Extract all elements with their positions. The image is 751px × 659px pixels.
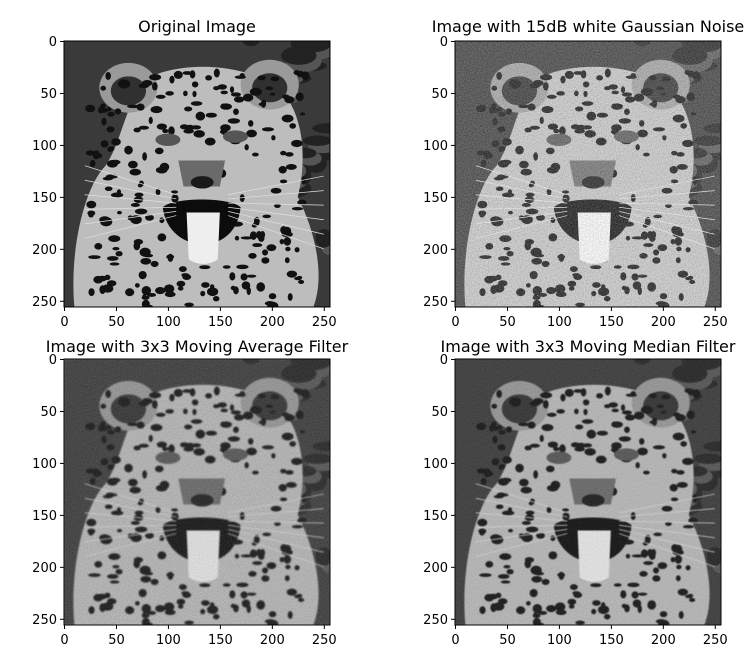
y-tick-label: 250	[32, 295, 57, 310]
y-tick-label: 50	[40, 87, 57, 102]
x-tick-label: 0	[60, 315, 68, 330]
y-tick-label: 250	[423, 613, 448, 628]
axes-frame	[454, 40, 722, 308]
x-tick-label: 200	[260, 633, 285, 648]
panel-title: Image with 3x3 Moving Median Filter	[441, 337, 736, 356]
y-tick-label: 0	[440, 353, 448, 368]
y-tick-label: 50	[431, 87, 448, 102]
y-tick-label: 200	[423, 243, 448, 258]
y-tick-label: 150	[423, 509, 448, 524]
y-tick-label: 150	[32, 191, 57, 206]
y-tick-label: 0	[440, 35, 448, 50]
image-panel	[64, 41, 330, 307]
axes-frame	[454, 358, 722, 626]
y-tick-label: 150	[32, 509, 57, 524]
y-tick-label: 200	[32, 243, 57, 258]
x-tick-label: 150	[208, 315, 233, 330]
x-tick-label: 50	[108, 633, 125, 648]
x-tick-label: 50	[499, 633, 516, 648]
y-tick-label: 0	[49, 353, 57, 368]
y-tick-label: 200	[32, 561, 57, 576]
x-tick-label: 200	[260, 315, 285, 330]
x-tick-label: 150	[599, 315, 624, 330]
y-tick-label: 0	[49, 35, 57, 50]
image-panel	[455, 41, 721, 307]
x-tick-label: 250	[312, 315, 337, 330]
y-tick-label: 50	[431, 405, 448, 420]
panel-title: Original Image	[138, 17, 256, 36]
panel-title: Image with 15dB white Gaussian Noise	[432, 17, 745, 36]
image-panel	[64, 359, 330, 625]
x-tick-label: 250	[312, 633, 337, 648]
x-tick-label: 100	[156, 633, 181, 648]
x-tick-label: 150	[599, 633, 624, 648]
y-tick-label: 50	[40, 405, 57, 420]
y-tick-label: 250	[423, 295, 448, 310]
panel-title: Image with 3x3 Moving Average Filter	[46, 337, 349, 356]
y-tick-label: 200	[423, 561, 448, 576]
image-panel	[455, 359, 721, 625]
axes-frame	[63, 40, 331, 308]
x-tick-label: 150	[208, 633, 233, 648]
x-tick-label: 250	[703, 315, 728, 330]
y-tick-label: 100	[32, 457, 57, 472]
x-tick-label: 100	[547, 315, 572, 330]
y-tick-label: 100	[423, 457, 448, 472]
x-tick-label: 200	[651, 633, 676, 648]
x-tick-label: 200	[651, 315, 676, 330]
x-tick-label: 0	[451, 315, 459, 330]
axes-frame	[63, 358, 331, 626]
x-tick-label: 100	[547, 633, 572, 648]
x-tick-label: 50	[108, 315, 125, 330]
y-tick-label: 100	[423, 139, 448, 154]
x-tick-label: 0	[60, 633, 68, 648]
y-tick-label: 150	[423, 191, 448, 206]
y-tick-label: 250	[32, 613, 57, 628]
x-tick-label: 100	[156, 315, 181, 330]
x-tick-label: 0	[451, 633, 459, 648]
x-tick-label: 250	[703, 633, 728, 648]
y-tick-label: 100	[32, 139, 57, 154]
x-tick-label: 50	[499, 315, 516, 330]
